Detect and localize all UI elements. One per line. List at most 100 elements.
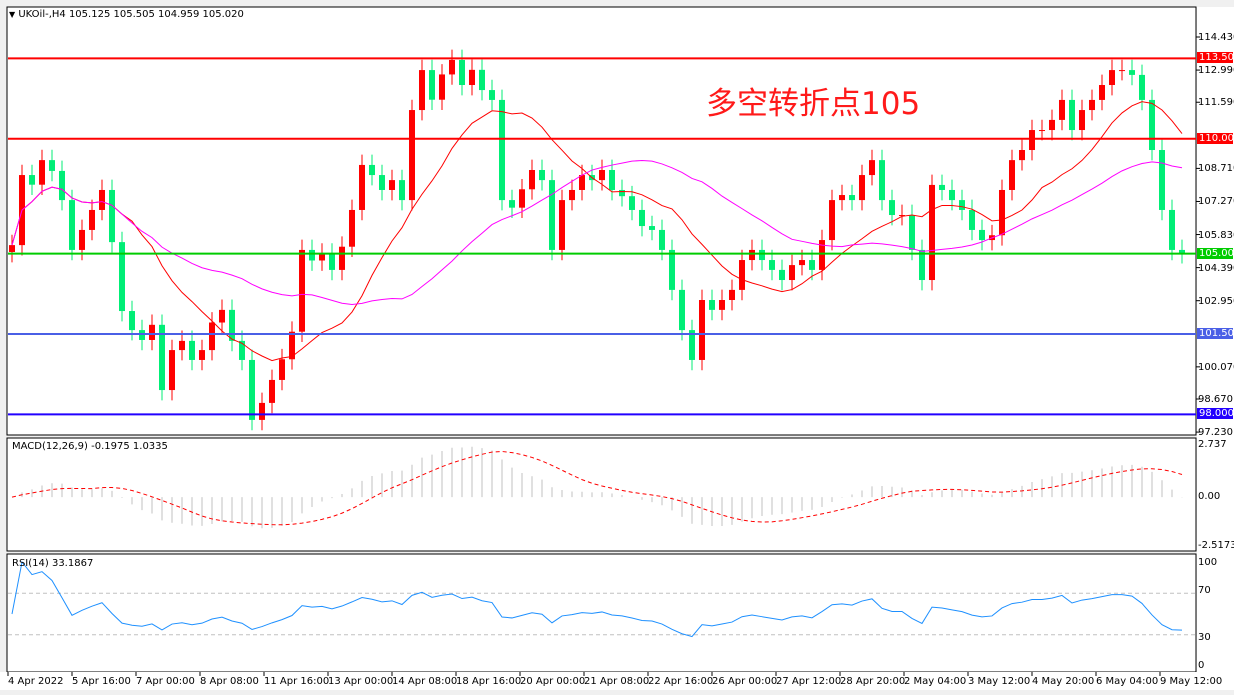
bear-candle [679,289,685,331]
rsi-label: RSI(14) 33.1867 [12,558,94,569]
bull-candle [829,200,835,241]
time-tick-label: 6 May 04:00 [1096,676,1159,687]
bear-candle [889,200,895,216]
bear-candle [919,249,925,281]
price-tick-label: 108.710 [1198,163,1234,175]
bull-candle [99,189,105,210]
bull-candle [1059,99,1065,120]
price-tick-label: 97.230 [1198,427,1233,439]
price-tick-label: 102.950 [1198,295,1234,307]
rsi-axis-70: 70 [1198,585,1211,596]
time-tick-label: 9 May 12:00 [1160,676,1223,687]
bull-candle [389,180,395,190]
bull-candle [859,175,865,201]
bear-candle [29,175,35,185]
bull-candle [839,195,845,201]
macd-signal-line [11,450,1183,526]
bull-candle [599,169,605,181]
bear-candle [649,226,655,230]
bull-candle [869,160,875,176]
time-tick-label: 27 Apr 12:00 [776,676,842,687]
bear-candle [109,189,115,243]
level-price-label: 105.000 [1197,247,1234,259]
bull-candle [1039,130,1045,132]
bear-candle [429,70,435,100]
bull-candle [1099,85,1105,100]
time-tick-label: 21 Apr 08:00 [584,676,650,687]
price-tick-label: 105.830 [1198,229,1234,241]
time-tick-label: 14 Apr 08:00 [392,676,458,687]
bear-candle [609,169,615,190]
bear-candle [129,311,135,331]
bull-candle [199,350,205,360]
time-tick-label: 4 May 20:00 [1032,676,1095,687]
price-tick-label: 98.670 [1198,394,1233,405]
bull-candle [289,331,295,360]
time-tick-label: 26 Apr 00:00 [712,676,778,687]
rsi-axis-100: 100 [1198,557,1218,568]
bear-candle [849,195,855,201]
bull-candle [729,289,735,301]
bull-candle [899,215,905,217]
level-price-label: 98.000 [1197,408,1234,420]
rsi-axis-0: 0 [1198,660,1205,671]
bull-candle [529,169,535,190]
annotation-text: 多空转折点105 [706,86,921,122]
bull-candle [259,402,265,420]
price-tick-label: 111.590 [1198,97,1234,109]
bear-candle [539,169,545,181]
bull-candle [209,322,215,351]
macd-label: MACD(12,26,9) -0.1975 1.0335 [12,441,168,452]
price-tick-label: 107.270 [1198,196,1234,208]
bull-candle [579,175,585,190]
triangle-down-icon[interactable]: ▼ [9,10,16,19]
bull-candle [559,200,565,250]
bull-candle [419,70,425,111]
price-tick-label: 100.070 [1198,361,1234,373]
bull-candle [169,350,175,391]
bull-candle [449,59,455,75]
bull-candle [1049,119,1055,131]
bull-candle [469,69,475,86]
bear-candle [969,209,975,230]
bear-candle [769,260,775,270]
bull-candle [9,245,15,252]
main-pane [6,6,1197,436]
bull-candle [569,189,575,201]
bear-candle [229,309,235,341]
bear-candle [369,164,375,176]
symbol-header[interactable]: ▼ UKOil-,H4 105.125 105.505 104.959 105.… [9,9,244,20]
symbol-info: UKOil-,H4 105.125 105.505 104.959 105.02… [18,9,244,20]
bear-candle [399,180,405,201]
time-tick-label: 8 Apr 08:00 [200,676,259,687]
bear-candle [629,196,635,210]
bull-candle [439,74,445,100]
bull-candle [89,209,95,230]
time-tick-label: 22 Apr 16:00 [648,676,714,687]
bear-candle [489,90,495,100]
bear-candle [1169,209,1175,250]
bear-candle [499,99,505,201]
bear-candle [909,215,915,250]
bull-candle [1079,110,1085,131]
bull-candle [799,260,805,266]
bull-candle [719,300,725,310]
level-price-label: 113.500 [1197,52,1234,64]
bull-candle [1009,160,1015,190]
bear-candle [949,189,955,201]
bull-candle [1109,70,1115,86]
rsi-pane [6,553,1197,673]
bull-candle [929,184,935,281]
bull-candle [219,309,225,323]
bear-candle [549,180,555,250]
time-tick-label: 5 Apr 16:00 [72,676,131,687]
bear-candle [659,229,665,250]
bear-candle [779,269,785,281]
bear-candle [809,260,815,270]
bear-candle [379,175,385,190]
bull-candle [819,240,825,270]
price-tick-label: 112.990 [1198,65,1234,77]
bull-candle [359,164,365,210]
